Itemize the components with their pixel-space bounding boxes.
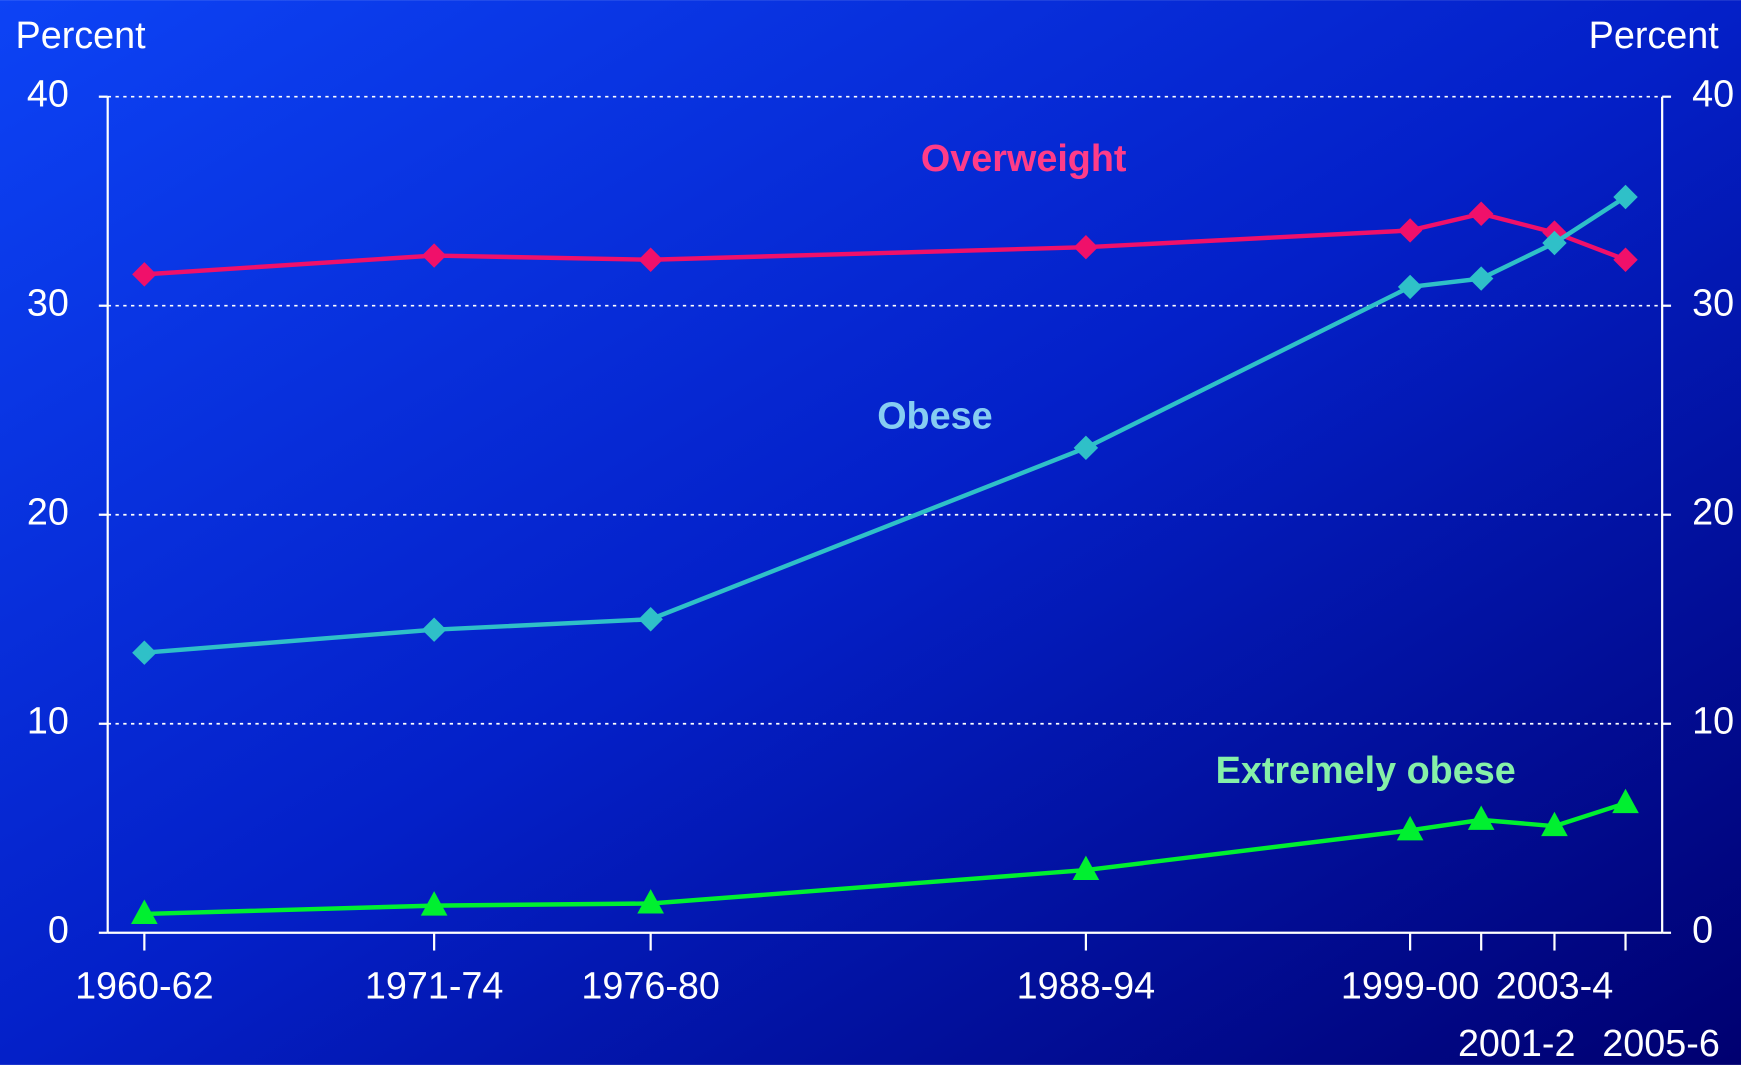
y-axis-label: Percent bbox=[16, 14, 147, 56]
marker bbox=[1468, 201, 1494, 226]
marker bbox=[638, 247, 663, 272]
y-tick-label: 20 bbox=[27, 491, 69, 533]
x-tick-label: 2005-6 bbox=[1602, 1022, 1720, 1064]
y-tick-label: 10 bbox=[27, 700, 69, 742]
y-tick-label: 40 bbox=[27, 73, 69, 115]
marker bbox=[1542, 230, 1567, 256]
marker bbox=[1396, 815, 1424, 841]
marker bbox=[1397, 274, 1423, 300]
marker bbox=[1072, 855, 1100, 881]
x-tick-label: 1988-94 bbox=[1017, 964, 1156, 1006]
marker bbox=[1468, 266, 1494, 291]
y2-tick-label: 10 bbox=[1692, 700, 1734, 742]
marker bbox=[1613, 184, 1638, 210]
marker bbox=[638, 607, 663, 632]
marker bbox=[637, 889, 664, 914]
marker bbox=[132, 640, 157, 665]
y-tick-label: 0 bbox=[48, 909, 69, 951]
marker bbox=[1073, 435, 1099, 461]
series-label: Extremely obese bbox=[1216, 749, 1516, 791]
marker bbox=[1541, 811, 1568, 837]
marker bbox=[1613, 247, 1638, 272]
marker bbox=[1073, 234, 1099, 260]
series-label: Obese bbox=[877, 395, 992, 437]
marker bbox=[131, 899, 158, 924]
x-tick-label: 1976-80 bbox=[581, 964, 720, 1006]
x-tick-label: 2003-4 bbox=[1496, 964, 1614, 1006]
series-label: Overweight bbox=[921, 137, 1127, 179]
x-tick-label: 2001-2 bbox=[1458, 1022, 1576, 1064]
marker bbox=[1612, 788, 1639, 814]
series-line bbox=[144, 211, 1627, 277]
x-tick-label: 1971-74 bbox=[365, 964, 504, 1006]
marker bbox=[1467, 805, 1495, 830]
series-line bbox=[144, 195, 1627, 655]
marker bbox=[421, 243, 447, 268]
y-tick-label: 30 bbox=[27, 282, 69, 324]
marker bbox=[1397, 218, 1423, 243]
x-tick-label: 1999-00 bbox=[1341, 964, 1480, 1006]
marker bbox=[420, 891, 448, 916]
series-line bbox=[144, 801, 1627, 917]
y2-axis-label: Percent bbox=[1589, 14, 1720, 56]
y2-tick-label: 40 bbox=[1692, 73, 1734, 115]
x-tick-label: 1960-62 bbox=[75, 964, 214, 1006]
y2-tick-label: 30 bbox=[1692, 282, 1734, 324]
y2-tick-label: 20 bbox=[1692, 491, 1734, 533]
y2-tick-label: 0 bbox=[1692, 909, 1713, 951]
